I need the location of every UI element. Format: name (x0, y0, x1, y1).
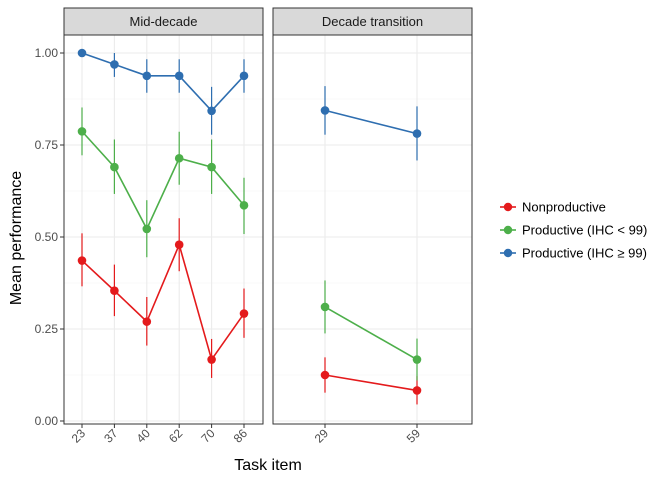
data-point (239, 71, 249, 81)
legend-item: Productive (IHC ≥ 99) (500, 246, 647, 261)
data-point (77, 256, 87, 265)
x-axis-title: Task item (234, 457, 302, 474)
data-point (207, 355, 216, 364)
data-point (320, 106, 330, 115)
legend: Nonproductive Productive (IHC < 99) Produc… (500, 200, 647, 261)
panel-border (63, 34, 264, 425)
data-point (174, 153, 184, 163)
legend-label: Productive (IHC < 99) (522, 223, 647, 238)
x-tick-label: 40 (134, 426, 154, 446)
data-point (174, 240, 184, 250)
x-tick-label: 70 (198, 426, 218, 446)
y-tick-label: 1.00 (35, 46, 59, 60)
data-point (239, 309, 249, 318)
panel-strip-title: Mid-decade (130, 14, 198, 29)
data-point (412, 386, 422, 395)
panel-strip-title: Decade transition (322, 14, 423, 29)
data-point (142, 317, 152, 326)
legend-label: Nonproductive (522, 200, 606, 215)
panels-layer: Mid-decade 23 37 40 62 70 86 Decade transition 2… (63, 7, 473, 446)
series-line (324, 109, 418, 135)
data-point (110, 60, 119, 69)
legend-item: Nonproductive (500, 200, 606, 215)
series-2 (77, 48, 249, 135)
y-tick-label: 0.50 (35, 230, 59, 244)
x-tick-label: 86 (231, 426, 251, 446)
series-line (324, 306, 418, 361)
series-1 (77, 107, 249, 258)
series-0 (320, 357, 422, 405)
y-tick-label: 0.00 (35, 414, 59, 428)
y-axis: 0.00 0.25 0.50 0.75 1.00 (35, 46, 64, 428)
panel-background (273, 35, 472, 424)
y-axis-title: Mean performance (8, 171, 25, 305)
data-point (320, 370, 330, 380)
x-tick-label: 29 (312, 426, 332, 446)
data-point (320, 302, 330, 312)
y-tick-label: 0.75 (35, 138, 59, 152)
x-tick-label: 62 (166, 426, 186, 446)
data-point (412, 129, 422, 138)
data-point (207, 162, 216, 172)
data-point (174, 71, 184, 81)
data-point (142, 71, 152, 81)
series-line (81, 52, 245, 112)
data-point (110, 162, 119, 172)
legend-key-point (503, 202, 513, 212)
data-point (77, 48, 87, 58)
legend-item: Productive (IHC < 99) (500, 223, 647, 238)
series-line (324, 374, 418, 392)
legend-key-point (503, 225, 513, 235)
series-1 (320, 280, 422, 381)
data-point (412, 355, 422, 364)
legend-label: Productive (IHC ≥ 99) (522, 246, 647, 261)
data-point (207, 106, 216, 116)
series-line (81, 130, 245, 231)
panel-border (272, 34, 473, 425)
panel-1: Decade transition 29 59 (272, 7, 473, 446)
panel-background (64, 35, 263, 424)
series-line (81, 242, 245, 362)
x-tick-label: 59 (404, 426, 424, 446)
y-tick-label: 0.25 (35, 322, 59, 336)
panel-strip (272, 7, 473, 36)
data-point (142, 224, 152, 234)
data-point (110, 286, 119, 296)
data-point (239, 201, 249, 210)
panel-0: Mid-decade 23 37 40 62 70 86 (63, 7, 264, 446)
data-point (77, 127, 87, 136)
x-tick-label: 37 (101, 426, 121, 446)
series-2 (320, 86, 422, 161)
legend-key-point (503, 248, 513, 258)
panel-strip (63, 7, 264, 36)
series-0 (77, 218, 249, 378)
x-tick-label: 23 (69, 426, 89, 446)
